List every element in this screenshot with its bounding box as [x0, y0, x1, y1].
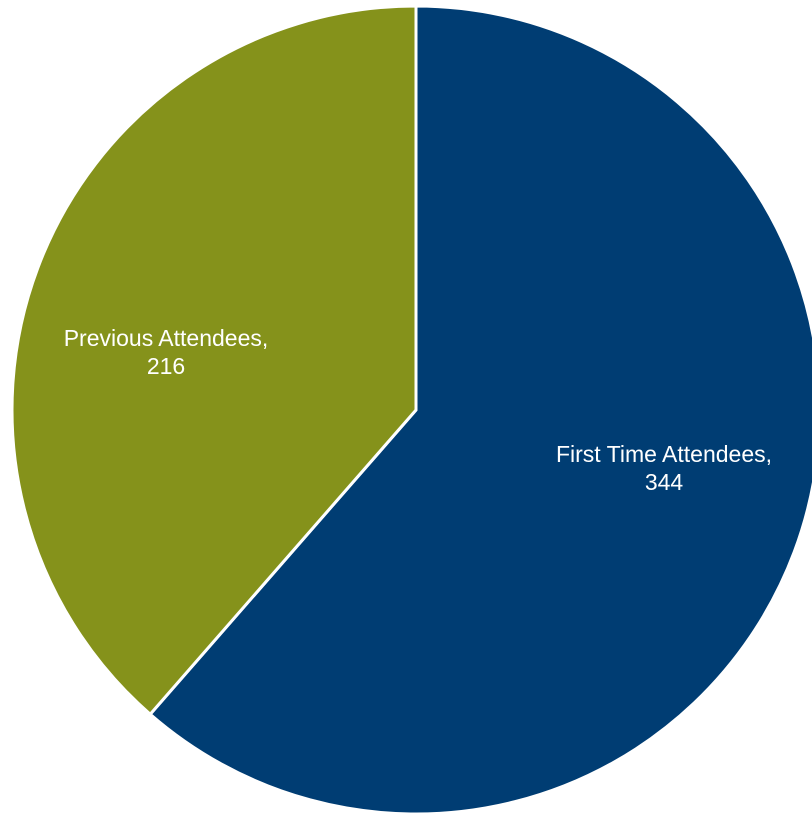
pie-slice-label-value: 216 [147, 353, 185, 379]
pie-slice-label: First Time Attendees, 344 [556, 441, 772, 495]
pie-slices [10, 4, 812, 815]
pie-slice-first-time-attendees [148, 4, 812, 815]
pie-slice-label-value: 344 [645, 469, 684, 495]
pie-labels: First Time Attendees, 344 Previous Attende… [64, 325, 772, 495]
pie-slice-label: Previous Attendees, 216 [64, 325, 269, 379]
pie-slice-previous-attendees [10, 4, 418, 716]
pie-slice-label-name: Previous Attendees, [64, 325, 269, 351]
pie-slice-label-name: First Time Attendees, [556, 441, 772, 467]
